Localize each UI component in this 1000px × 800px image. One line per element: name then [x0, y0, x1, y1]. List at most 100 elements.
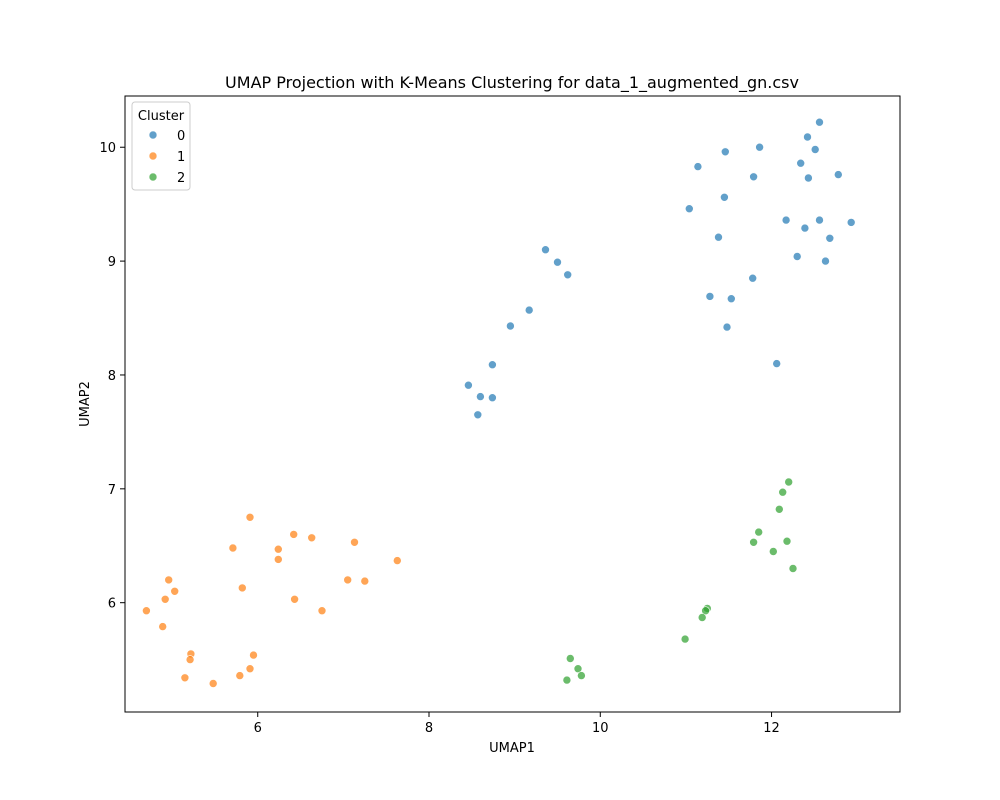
legend-box	[131, 101, 191, 191]
cluster-1-point	[158, 622, 167, 631]
cluster-0-point	[714, 232, 723, 242]
cluster-2-point	[782, 536, 792, 546]
legend-marker-2	[148, 172, 158, 182]
legend-marker-0	[148, 130, 158, 140]
x-tick-label: 6	[254, 721, 262, 736]
cluster-0-point	[749, 172, 758, 182]
cluster-1-point	[249, 650, 258, 660]
cluster-2-point	[754, 527, 764, 537]
cluster-0-point	[464, 380, 473, 390]
cluster-2-point	[774, 504, 784, 514]
data-points	[142, 117, 856, 688]
y-tick-label: 9	[108, 255, 116, 270]
cluster-0-point	[833, 170, 843, 179]
cluster-1-point	[164, 575, 173, 585]
x-tick-label: 8	[425, 721, 433, 736]
plot-frame	[124, 95, 901, 713]
chart-title: UMAP Projection with K-Means Clustering …	[225, 73, 799, 93]
cluster-0-point	[803, 132, 812, 142]
cluster-1-point	[273, 544, 283, 554]
cluster-0-point	[800, 223, 810, 233]
cluster-0-point	[476, 392, 485, 401]
cluster-0-point	[748, 273, 758, 283]
cluster-0-point	[524, 305, 534, 315]
legend-label-2: 2	[177, 171, 185, 186]
cluster-2-point	[749, 537, 758, 547]
cluster-1-point	[317, 606, 327, 616]
cluster-0-point	[825, 234, 835, 243]
legend-entries: 0 1 2	[148, 129, 185, 186]
cluster-2-point	[577, 671, 586, 680]
cluster-0-point	[810, 145, 820, 154]
cluster-2-point	[573, 664, 583, 674]
cluster-2-point	[778, 487, 788, 497]
cluster-0-point	[755, 142, 764, 152]
y-tick-label: 10	[99, 141, 116, 156]
cluster-1-point	[160, 594, 170, 604]
cluster-1-point	[235, 671, 245, 680]
cluster-0-point	[821, 256, 830, 266]
cluster-1-point	[273, 555, 283, 564]
y-tick-label: 8	[108, 369, 116, 384]
cluster-0-point	[553, 257, 562, 267]
cluster-0-point	[815, 215, 824, 225]
cluster-1-point	[290, 594, 299, 604]
cluster-1-point	[238, 583, 247, 593]
legend-label-1: 1	[177, 150, 185, 165]
cluster-2-point	[788, 564, 798, 573]
cluster-0-point	[488, 393, 497, 403]
legend-label-0: 0	[177, 129, 185, 144]
cluster-0-point	[815, 117, 824, 127]
x-axis-label: UMAP1	[489, 741, 535, 756]
legend-title: Cluster	[138, 109, 185, 124]
cluster-1-point	[245, 664, 255, 674]
cluster-2-point	[562, 675, 572, 685]
cluster-2-point	[697, 613, 707, 622]
cluster-1-point	[307, 533, 317, 543]
cluster-1-point	[180, 673, 190, 683]
cluster-1-point	[392, 556, 402, 565]
cluster-1-point	[343, 575, 353, 585]
cluster-0-point	[804, 173, 813, 183]
x-tick-label: 12	[763, 721, 780, 736]
cluster-1-point	[170, 586, 179, 596]
cluster-1-point	[245, 512, 255, 522]
cluster-2-point	[701, 606, 710, 616]
cluster-0-point	[705, 292, 715, 301]
cluster-2-point	[768, 547, 778, 556]
cluster-0-point	[720, 193, 729, 202]
cluster-0-point	[796, 158, 806, 168]
cluster-0-point	[792, 252, 802, 261]
cluster-0-point	[781, 215, 791, 225]
legend: Cluster 0 1 2	[131, 101, 191, 191]
x-tick-label: 10	[592, 721, 609, 736]
cluster-2-point	[680, 634, 690, 644]
cluster-0-point	[720, 147, 730, 157]
cluster-0-point	[772, 359, 782, 368]
cluster-1-point	[350, 537, 359, 547]
cluster-0-point	[684, 204, 694, 213]
cluster-1-point	[289, 530, 299, 539]
cluster-0-point	[563, 270, 573, 280]
legend-marker-1	[148, 151, 158, 161]
cluster-0-point	[473, 410, 483, 420]
cluster-0-point	[506, 321, 515, 331]
cluster-1-point	[228, 543, 238, 553]
cluster-0-point	[488, 360, 497, 370]
cluster-2-point	[784, 477, 794, 487]
cluster-1-point	[360, 576, 370, 586]
y-axis-label: UMAP2	[78, 381, 93, 427]
cluster-0-point	[693, 162, 703, 171]
y-tick-label: 6	[108, 597, 116, 612]
cluster-1-point	[208, 679, 218, 688]
cluster-0-point	[722, 322, 732, 332]
cluster-1-point	[142, 606, 151, 616]
cluster-0-point	[846, 218, 856, 227]
cluster-1-point	[185, 655, 195, 664]
cluster-0-point	[541, 245, 550, 254]
cluster-2-point	[565, 654, 575, 663]
y-tick-label: 7	[108, 483, 116, 498]
cluster-0-point	[726, 294, 736, 304]
